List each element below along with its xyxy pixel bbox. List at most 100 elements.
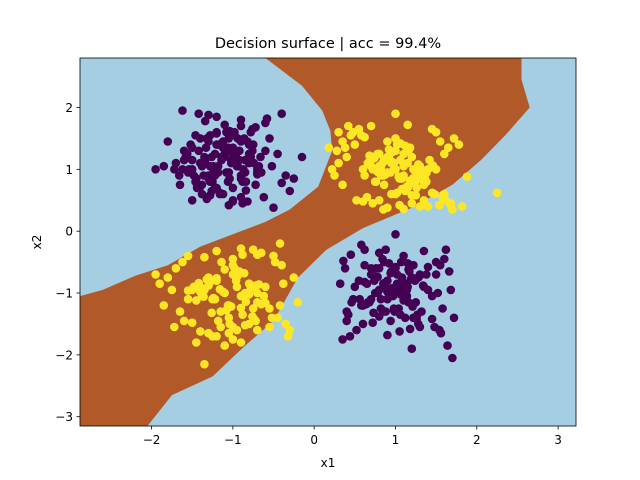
data-point-class-0	[243, 197, 252, 206]
data-point-class-1	[196, 327, 205, 336]
data-point-class-1	[275, 301, 285, 310]
data-point-class-1	[283, 332, 293, 341]
data-point-class-1	[261, 282, 270, 292]
data-point-class-0	[444, 267, 454, 276]
data-point-class-1	[279, 279, 288, 289]
data-point-class-1	[371, 177, 381, 186]
data-point-class-1	[332, 146, 342, 156]
data-point-class-0	[202, 134, 212, 143]
data-point-class-0	[163, 137, 173, 146]
data-point-class-0	[350, 282, 360, 292]
y-tick-label: −3	[55, 410, 73, 424]
data-point-class-1	[399, 204, 408, 214]
data-point-class-1	[399, 161, 408, 171]
data-point-class-1	[223, 301, 233, 310]
data-point-class-0	[352, 325, 361, 335]
data-point-class-0	[423, 262, 433, 272]
data-point-class-0	[406, 275, 416, 284]
data-point-class-1	[239, 268, 249, 278]
x-axis-ticks: −2 −1 0 1 2 3	[143, 426, 562, 447]
data-point-class-0	[357, 240, 366, 250]
data-point-class-0	[415, 271, 425, 281]
data-point-class-1	[265, 322, 274, 332]
y-tick-label: 2	[65, 101, 73, 115]
data-point-class-1	[435, 137, 445, 146]
data-point-class-0	[196, 182, 205, 191]
data-point-class-0	[391, 230, 400, 239]
data-point-class-0	[335, 279, 345, 289]
data-point-class-0	[202, 194, 212, 204]
data-point-class-0	[422, 270, 431, 279]
plot-area	[80, 58, 576, 426]
data-point-class-1	[236, 303, 246, 313]
data-point-class-1	[244, 319, 254, 329]
data-point-class-1	[244, 290, 254, 299]
data-point-class-1	[167, 285, 177, 295]
data-point-class-1	[379, 205, 388, 214]
data-point-class-1	[334, 158, 343, 168]
data-point-class-0	[220, 120, 229, 130]
data-point-class-1	[251, 316, 260, 326]
data-point-class-0	[389, 306, 399, 315]
data-point-class-0	[209, 161, 218, 171]
data-point-class-1	[446, 200, 456, 210]
data-point-class-1	[391, 165, 400, 174]
data-point-class-0	[418, 281, 428, 290]
data-point-class-0	[251, 180, 260, 190]
data-point-class-0	[262, 114, 272, 123]
data-point-class-0	[379, 307, 388, 316]
data-point-class-1	[215, 285, 225, 294]
data-point-class-0	[449, 313, 459, 323]
data-point-class-1	[196, 287, 205, 297]
data-point-class-1	[399, 171, 408, 180]
data-point-class-0	[448, 353, 457, 363]
data-point-class-1	[163, 273, 173, 282]
data-point-class-1	[352, 196, 361, 205]
data-point-class-1	[350, 140, 360, 149]
data-point-class-0	[441, 245, 451, 254]
data-point-class-0	[373, 272, 382, 282]
data-point-class-0	[399, 279, 408, 289]
data-point-class-0	[261, 146, 270, 156]
data-point-class-0	[338, 335, 347, 344]
data-point-class-1	[228, 335, 238, 344]
y-tick-label: −2	[55, 348, 73, 362]
data-point-class-0	[374, 248, 384, 258]
data-point-class-1	[457, 202, 467, 211]
data-point-class-1	[440, 149, 449, 159]
data-point-class-0	[222, 146, 231, 156]
data-point-class-0	[233, 161, 242, 171]
decision-region-class-1	[80, 58, 530, 426]
x-tick-label: −1	[224, 433, 242, 447]
data-point-class-1	[289, 273, 299, 282]
data-point-class-1	[232, 325, 242, 335]
data-point-class-1	[254, 280, 264, 289]
data-point-class-1	[170, 322, 179, 332]
data-point-class-1	[340, 143, 350, 152]
data-point-class-0	[339, 256, 348, 266]
data-point-class-0	[256, 152, 265, 162]
data-point-class-0	[403, 259, 413, 268]
data-point-class-0	[265, 134, 274, 143]
data-point-class-0	[435, 325, 444, 335]
data-point-class-0	[342, 307, 352, 316]
data-point-class-1	[381, 170, 391, 179]
data-point-class-0	[360, 260, 369, 270]
data-point-class-0	[259, 192, 269, 202]
data-point-class-1	[204, 281, 213, 290]
data-point-class-0	[373, 288, 382, 298]
data-point-class-1	[252, 250, 262, 259]
data-point-class-1	[248, 304, 258, 313]
data-point-class-0	[414, 319, 423, 329]
data-point-class-1	[236, 338, 246, 347]
data-point-class-0	[342, 316, 352, 326]
data-point-class-0	[228, 183, 238, 193]
data-point-class-1	[357, 131, 366, 140]
data-point-class-1	[342, 152, 352, 162]
data-point-class-0	[194, 109, 203, 118]
x-tick-label: 2	[473, 433, 481, 447]
data-point-class-1	[207, 308, 216, 318]
data-point-class-1	[338, 180, 347, 190]
data-point-class-0	[297, 152, 307, 162]
